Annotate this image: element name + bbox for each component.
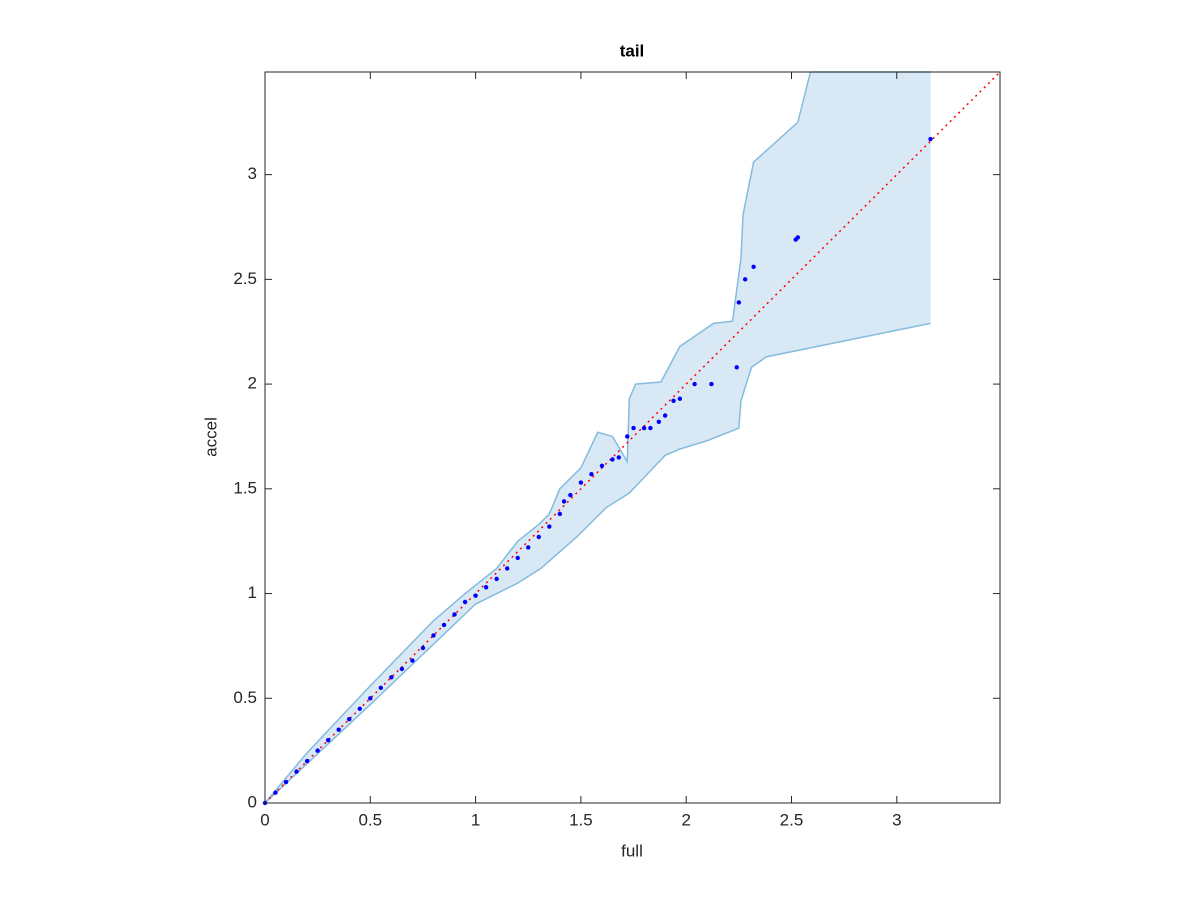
- data-point: [452, 612, 457, 617]
- data-point: [504, 566, 510, 571]
- data-point: [734, 365, 739, 370]
- x-tick-label: 1.5: [569, 810, 593, 829]
- data-point: [662, 413, 668, 418]
- band-upper-edge: [264, 71, 931, 804]
- y-axis-label: accel: [201, 417, 220, 457]
- data-point: [625, 434, 630, 439]
- data-point: [677, 396, 683, 401]
- data-point: [599, 463, 605, 468]
- data-point: [378, 685, 384, 690]
- data-point: [547, 524, 552, 529]
- x-tick-label: 3: [892, 810, 901, 829]
- data-point: [568, 492, 573, 498]
- x-axis-label: full: [621, 841, 643, 860]
- data-point: [399, 666, 405, 672]
- y-tick-label: 0.5: [233, 688, 257, 707]
- data-point: [616, 455, 622, 460]
- data-point: [631, 425, 636, 431]
- confidence-band: [265, 72, 931, 803]
- x-tick-label: 2.5: [780, 810, 804, 829]
- data-point: [751, 264, 756, 269]
- data-point: [709, 381, 714, 387]
- x-tick-label: 0: [260, 810, 269, 829]
- data-point: [928, 136, 933, 142]
- data-point: [515, 555, 520, 561]
- axes-box: [264, 71, 1001, 804]
- y-tick-label: 2: [248, 374, 257, 393]
- data-point: [610, 457, 615, 462]
- data-point: [357, 706, 362, 711]
- band-lower-edge: [264, 322, 931, 804]
- data-point: [692, 381, 697, 387]
- chart-title: tail: [620, 41, 645, 60]
- y-tick-label: 2.5: [233, 269, 257, 288]
- data-point: [462, 599, 468, 605]
- x-tick-label: 1: [471, 810, 480, 829]
- data-point: [736, 300, 742, 305]
- data-point: [336, 727, 341, 732]
- data-point: [389, 675, 394, 680]
- data-point: [557, 511, 563, 517]
- data-point: [671, 398, 676, 404]
- data-point: [536, 534, 541, 540]
- data-point: [494, 576, 499, 582]
- data-point: [325, 737, 331, 743]
- data-point: [473, 593, 478, 598]
- data-point: [294, 769, 299, 774]
- y-tick-label: 3: [248, 164, 257, 183]
- data-point: [273, 790, 278, 795]
- data-point: [578, 480, 584, 485]
- y-tick-label: 0: [248, 792, 257, 811]
- data-point: [648, 425, 653, 431]
- data-point: [431, 633, 436, 638]
- data-point: [347, 717, 352, 722]
- data-point: [304, 758, 310, 764]
- x-tick-label: 0.5: [358, 810, 382, 829]
- x-tick-label: 2: [681, 810, 690, 829]
- data-point: [283, 779, 289, 785]
- data-point: [526, 545, 531, 550]
- data-point: [441, 622, 447, 628]
- data-point: [483, 585, 489, 590]
- data-point: [410, 658, 415, 663]
- data-point: [420, 645, 426, 651]
- y-tick-label: 1: [248, 583, 257, 602]
- data-point: [795, 235, 801, 240]
- data-point: [742, 277, 748, 282]
- data-point: [589, 471, 594, 477]
- data-point: [561, 499, 567, 504]
- y-tick-label: 1.5: [233, 478, 257, 497]
- data-point: [368, 696, 373, 701]
- data-point: [656, 419, 662, 424]
- data-point: [641, 425, 647, 431]
- data-point: [315, 748, 320, 753]
